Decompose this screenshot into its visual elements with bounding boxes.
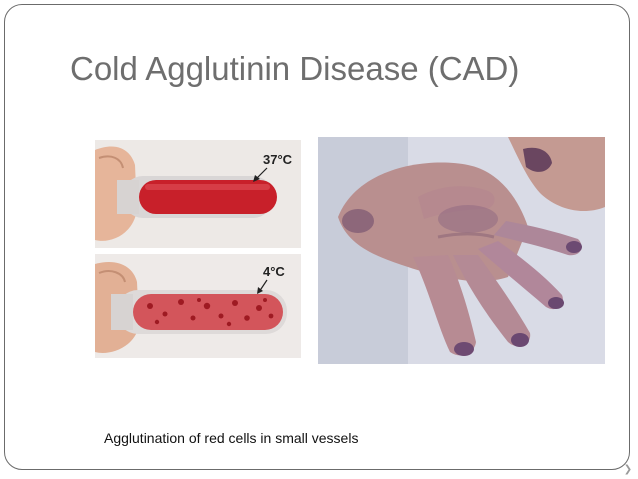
- test-tubes-illustration: 37°C 4°C: [95, 140, 301, 358]
- slide-caption: Agglutination of red cells in small vess…: [104, 430, 359, 446]
- cyanotic-hand-photo: [318, 137, 605, 364]
- slide-title: Cold Agglutinin Disease (CAD): [70, 50, 520, 87]
- test-tubes-photo: 37°C 4°C: [95, 140, 301, 358]
- next-slide-arrow-icon[interactable]: ❯: [623, 464, 633, 475]
- temp-4-label: 4°C: [263, 264, 285, 279]
- cyanotic-hand-illustration: [318, 137, 605, 364]
- temp-37-label: 37°C: [263, 152, 293, 167]
